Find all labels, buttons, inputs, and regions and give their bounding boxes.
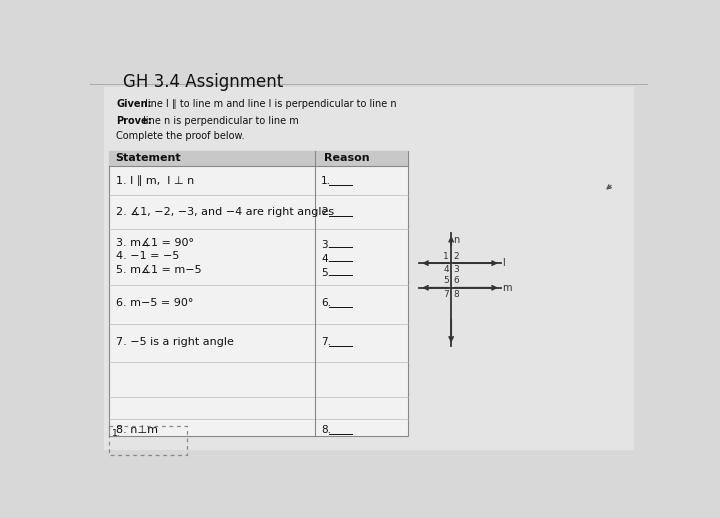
- Text: 5.: 5.: [321, 268, 331, 278]
- Text: 2: 2: [454, 252, 459, 261]
- Text: Prove:: Prove:: [117, 116, 152, 126]
- Text: 3. m∡1 = 90°: 3. m∡1 = 90°: [116, 237, 194, 247]
- Text: Complete the proof below.: Complete the proof below.: [117, 132, 245, 141]
- Text: 2.: 2.: [321, 207, 331, 218]
- Text: 5: 5: [443, 277, 449, 285]
- Text: l: l: [503, 258, 505, 268]
- Text: 1.: 1.: [321, 176, 331, 186]
- Text: GH 3.4 Assignment: GH 3.4 Assignment: [122, 73, 283, 91]
- Text: Given:: Given:: [117, 99, 152, 109]
- Bar: [109, 426, 187, 455]
- Text: 8. n⊥m: 8. n⊥m: [116, 425, 158, 435]
- Text: Reason: Reason: [324, 153, 369, 163]
- Bar: [109, 151, 408, 166]
- Text: line n is perpendicular to line m: line n is perpendicular to line m: [140, 116, 298, 126]
- Text: 1. l ∥ m,  l ⊥ n: 1. l ∥ m, l ⊥ n: [116, 175, 194, 186]
- Text: 3: 3: [454, 265, 459, 275]
- Text: 7.: 7.: [321, 337, 331, 347]
- Text: Statement: Statement: [116, 153, 181, 163]
- Text: 5. m∡1 = m−5: 5. m∡1 = m−5: [116, 265, 201, 275]
- Text: 8.: 8.: [321, 425, 331, 435]
- Text: 7. −5 is a right angle: 7. −5 is a right angle: [116, 337, 233, 347]
- Text: 6. m−5 = 90°: 6. m−5 = 90°: [116, 298, 193, 308]
- Text: m: m: [503, 283, 512, 293]
- Text: 4: 4: [444, 265, 449, 275]
- Text: 4. −1 = −5: 4. −1 = −5: [116, 251, 179, 261]
- Text: 3.: 3.: [321, 240, 331, 250]
- Text: 1: 1: [443, 252, 449, 261]
- Text: 2. ∡1, −2, −3, and −4 are right angles: 2. ∡1, −2, −3, and −4 are right angles: [116, 207, 333, 218]
- Text: n: n: [454, 235, 460, 244]
- Text: 6: 6: [454, 277, 459, 285]
- Text: line l ∥ to line m and line l is perpendicular to line n: line l ∥ to line m and line l is perpend…: [142, 99, 397, 109]
- Bar: [109, 151, 408, 436]
- Text: 7: 7: [443, 290, 449, 299]
- Text: 4.: 4.: [321, 254, 331, 264]
- Text: 8: 8: [454, 290, 459, 299]
- Text: 6.: 6.: [321, 298, 331, 308]
- Text: 1.: 1.: [112, 429, 120, 438]
